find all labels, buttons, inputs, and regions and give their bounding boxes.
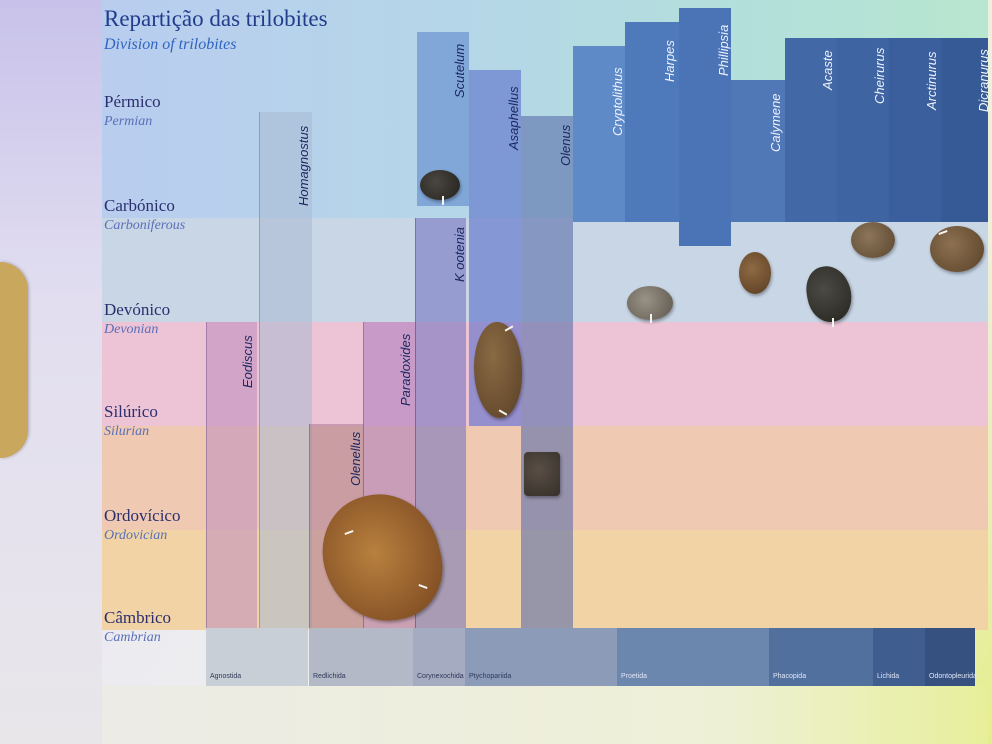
order-label: Phacopida [773,673,807,680]
order-strip-odontopleurida: Odontopleurida [925,628,977,686]
period-name-pt: Silúrico [104,402,158,421]
order-strip-redlichida: Redlichida [309,628,413,686]
period-ordovician: Ordovícico Ordovician [104,506,180,544]
order-label: Odontopleurida [929,673,977,680]
range-bar-cryptolithus [573,46,625,222]
genus-label-dicranurus: Dicranurus [976,49,988,112]
range-bar-homagnostus [259,112,312,628]
fossil-specimen-scutelum [420,170,460,200]
board-title: Repartição das trilobites [104,6,328,31]
period-permian: Pérmico Permian [104,92,161,130]
genus-label-homagnostus: Homagnostus [296,125,311,206]
genus-label-kootenia: K ootenia [452,227,467,282]
period-name-pt: Pérmico [104,92,161,111]
order-label: Corynexochida [417,673,464,680]
fossil-specimen-calymene [739,252,771,294]
order-strip-ptychopariida: Ptychopariida [465,628,617,686]
range-bar-harpes [625,22,679,222]
order-strip-corynexochida: Corynexochida [413,628,465,686]
fossil-specimen-olenus [524,452,560,496]
period-silurian: Silúrico Silurian [104,402,158,440]
genus-label-scutelum: Scutelum [452,43,467,98]
genus-label-paradoxides: Paradoxides [398,333,413,406]
genus-label-eodiscus: Eodiscus [240,335,255,388]
range-bar-acaste [785,38,837,222]
period-name-en: Devonian [104,322,159,337]
wall-below-board [102,686,988,744]
period-name-pt: Carbónico [104,196,175,215]
order-label: Proetida [621,673,648,680]
genus-label-cryptolithus: Cryptolithus [610,67,625,136]
period-name-en: Silurian [104,424,150,439]
genus-label-phillipsia: Phillipsia [716,24,731,76]
range-bar-cheirurus [837,38,889,222]
genus-label-asaphellus: Asaphellus [506,86,521,150]
range-bar-eodiscus [206,322,257,628]
period-carboniferous: Carbónico Carboniferous [104,196,185,234]
range-bar-calymene [731,80,785,222]
period-name-pt: Ordovícico [104,506,181,525]
genus-label-acaste: Acaste [820,50,835,90]
period-name-en: Carboniferous [104,218,186,233]
range-bar-arctinurus [889,38,941,222]
genus-label-olenellus: Olenellus [348,431,363,486]
order-strip-phacopida: Phacopida [769,628,873,686]
mounting-pin [442,196,444,205]
trilobite-distribution-board: Repartição das trilobites Division of tr… [102,0,988,686]
board-subtitle: Division of trilobites [104,36,237,53]
mounting-pin [650,314,652,323]
period-name-en: Cambrian [104,630,161,645]
genus-label-cheirurus: Cheirurus [872,47,887,104]
mounting-pin [832,318,834,327]
fossil-specimen-asaphellus [474,322,522,418]
range-bar-dicranurus [941,38,988,222]
order-label: Agnostida [210,673,242,680]
period-devonian: Devónico Devonian [104,300,170,338]
genus-label-arctinurus: Arctinurus [924,51,939,110]
period-name-en: Permian [104,114,153,129]
period-cambrian: Câmbrico Cambrian [104,608,171,646]
order-strip-lichida: Lichida [873,628,925,686]
period-name-en: Ordovician [104,528,168,543]
adjacent-panel [0,262,28,458]
period-name-pt: Câmbrico [104,608,172,627]
genus-label-calymene: Calymene [768,93,783,152]
range-bar-phillipsia [679,8,731,246]
genus-label-olenus: Olenus [558,124,573,166]
order-label: Lichida [877,673,900,680]
order-label: Redlichida [313,673,346,680]
order-strip-proetida: Proetida [617,628,769,686]
order-strip-agnostida: Agnostida [206,628,308,686]
range-bar-olenus [521,116,573,628]
genus-label-harpes: Harpes [662,40,677,82]
order-label: Ptychopariida [469,673,512,680]
fossil-specimen-cheirurus [851,222,895,258]
period-name-pt: Devónico [104,300,171,319]
